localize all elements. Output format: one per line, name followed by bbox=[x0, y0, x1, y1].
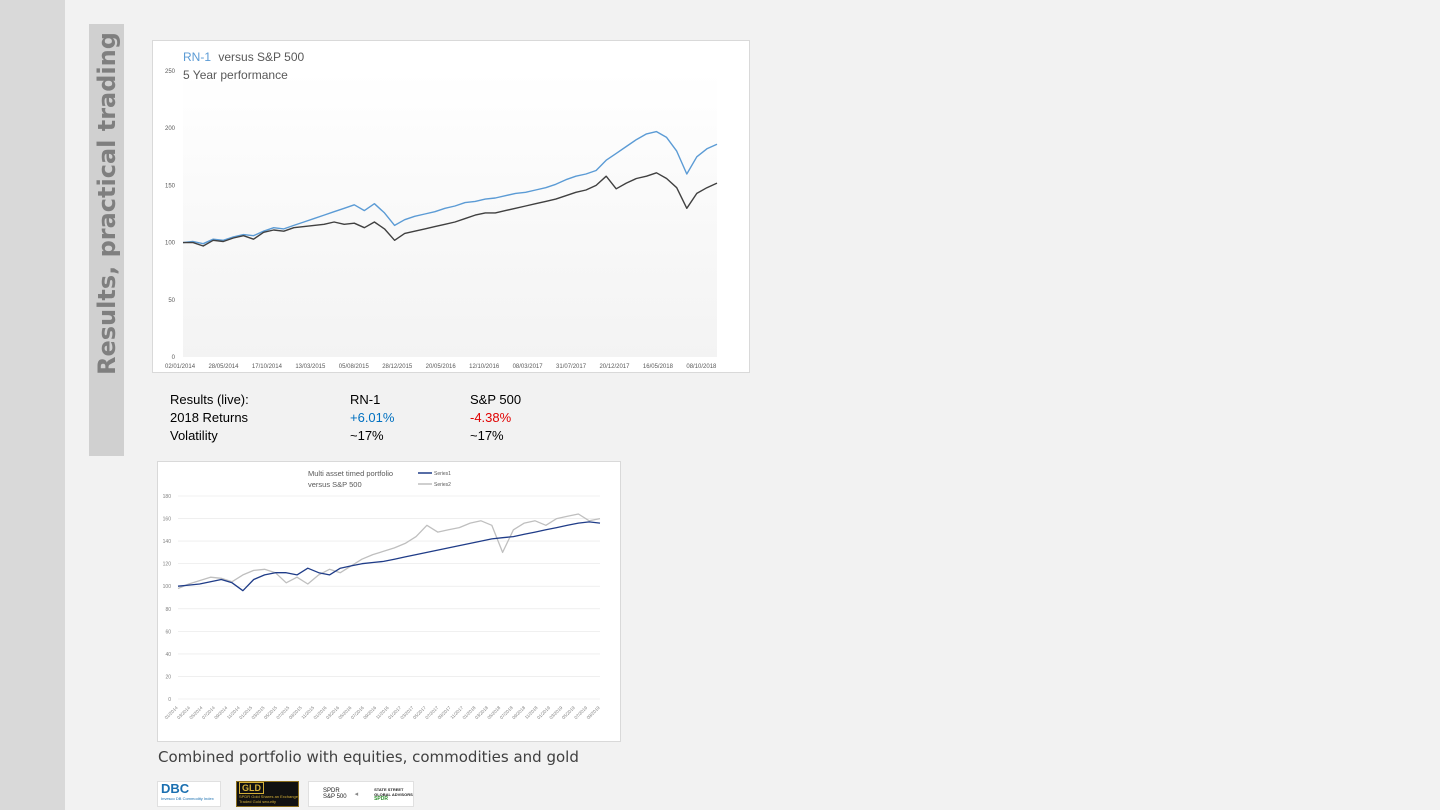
chart2-ytick-label: 160 bbox=[163, 517, 172, 523]
returns-rn1: +6.01% bbox=[350, 410, 395, 425]
chart2-ytick-label: 120 bbox=[163, 562, 172, 568]
chart1-title: RN-1 versus S&P 500 bbox=[183, 50, 305, 64]
chart1-subtitle: 5 Year performance bbox=[183, 68, 288, 82]
chart2-ytick-label: 20 bbox=[165, 674, 171, 680]
state-street-logo: STATE STREET GLOBAL ADVISORS SPDR bbox=[374, 787, 413, 802]
chart2-ytick-label: 40 bbox=[165, 652, 171, 658]
chart1-xtick-label: 12/10/2016 bbox=[469, 364, 500, 370]
chart1-xtick-label: 05/08/2015 bbox=[339, 364, 370, 370]
chart2-ytick-label: 0 bbox=[168, 697, 171, 703]
dbc-logo: DBC Invesco DB Commodity Index bbox=[157, 781, 221, 807]
chart-multi-asset: Multi asset timed portfolio versus S&P 5… bbox=[157, 461, 621, 742]
chart1-series-rn1-line bbox=[182, 130, 718, 245]
results-returns-row: 2018 Returns +6.01% -4.38% bbox=[170, 410, 590, 428]
chart-rn1-vs-sp500: RN-1 versus S&P 500 5 Year performance 0… bbox=[152, 40, 750, 373]
slide-title-container: Results, practical trading bbox=[89, 24, 124, 456]
chart2-ytick-label: 100 bbox=[163, 584, 172, 590]
spdr-logo: SPDR S&P 500 ◂ STATE STREET GLOBAL ADVIS… bbox=[308, 781, 414, 807]
volatility-sp500: ~17% bbox=[470, 428, 504, 443]
chart2-ytick-label: 180 bbox=[163, 494, 172, 500]
results-volatility-row: Volatility ~17% ~17% bbox=[170, 428, 590, 446]
chart2-series2-line bbox=[177, 513, 601, 590]
returns-label: 2018 Returns bbox=[170, 410, 249, 425]
state-street-spdr: SPDR bbox=[374, 795, 388, 802]
legend-label-series2: Series2 bbox=[434, 482, 451, 488]
returns-sp500: -4.38% bbox=[470, 410, 512, 425]
chart2-title-line1: Multi asset timed portfolio bbox=[308, 469, 393, 478]
chart1-xtick-label: 08/03/2017 bbox=[513, 364, 544, 370]
chart1-ytick-label: 250 bbox=[165, 69, 176, 75]
chart1-ytick-label: 150 bbox=[165, 183, 176, 189]
chart1-ytick-label: 100 bbox=[165, 241, 176, 247]
chart2-ytick-label: 60 bbox=[165, 629, 171, 635]
volatility-rn1: ~17% bbox=[350, 428, 384, 443]
left-strip bbox=[0, 0, 65, 810]
chart1-xtick-label: 20/12/2017 bbox=[599, 364, 630, 370]
gld-logo-text: GLD bbox=[239, 782, 264, 794]
spdr-arrow-icon: ◂ bbox=[354, 791, 359, 798]
chart1-xtick-label: 28/05/2014 bbox=[208, 364, 239, 370]
chart1-xtick-label: 31/07/2017 bbox=[556, 364, 587, 370]
dbc-logo-text: DBC bbox=[161, 781, 190, 796]
legend-label-series1: Series1 bbox=[434, 471, 451, 477]
chart1-xtick-label: 02/01/2014 bbox=[165, 364, 196, 370]
spdr-logo-text: SPDR S&P 500 bbox=[323, 788, 347, 800]
chart-multi-asset-svg: Multi asset timed portfolio versus S&P 5… bbox=[163, 469, 601, 720]
chart2-series1-line bbox=[177, 521, 601, 592]
chart1-title-part2: versus S&P 500 bbox=[218, 50, 304, 64]
results-header-rn1: RN-1 bbox=[350, 392, 381, 407]
dbc-logo-sub: Invesco DB Commodity Index bbox=[161, 796, 214, 801]
chart1-xtick-label: 20/05/2016 bbox=[426, 364, 457, 370]
gld-logo: GLD SPDR Gold Shares an Exchange Traded … bbox=[236, 781, 299, 807]
plot-area bbox=[183, 71, 717, 357]
results-header-label: Results (live): bbox=[170, 392, 249, 407]
chart1-ytick-label: 200 bbox=[165, 126, 176, 132]
results-table: Results (live): RN-1 S&P 500 2018 Return… bbox=[170, 392, 590, 446]
chart1-title-part1: RN-1 bbox=[183, 50, 211, 64]
results-header-sp500: S&P 500 bbox=[470, 392, 522, 407]
title-bar bbox=[89, 24, 124, 456]
gld-logo-sub: SPDR Gold Shares an Exchange Traded Gold… bbox=[239, 794, 298, 804]
chart1-xtick-label: 08/10/2018 bbox=[686, 364, 717, 370]
state-street-text: STATE STREET GLOBAL ADVISORS bbox=[374, 786, 413, 797]
slide-title: Results, practical trading bbox=[92, 32, 121, 375]
chart1-ytick-label: 50 bbox=[168, 298, 175, 304]
chart2-title-line2: versus S&P 500 bbox=[308, 480, 362, 489]
chart2-ytick-label: 80 bbox=[165, 607, 171, 613]
chart-rn1-vs-sp500-svg: RN-1 versus S&P 500 5 Year performance 0… bbox=[165, 50, 718, 370]
chart1-series-sp500-line bbox=[183, 172, 718, 247]
volatility-label: Volatility bbox=[170, 428, 218, 443]
chart1-xtick-label: 13/03/2015 bbox=[295, 364, 326, 370]
chart2-xtick-label: 09/2019 bbox=[586, 705, 601, 720]
results-header-row: Results (live): RN-1 S&P 500 bbox=[170, 392, 590, 410]
chart1-ytick-label: 0 bbox=[172, 355, 176, 361]
chart1-xtick-label: 28/12/2015 bbox=[382, 364, 413, 370]
chart1-xtick-label: 17/10/2014 bbox=[252, 364, 283, 370]
chart1-xtick-label: 16/05/2018 bbox=[643, 364, 674, 370]
chart2-ytick-label: 140 bbox=[163, 539, 172, 545]
chart2-legend: Series1 Series2 bbox=[418, 471, 451, 488]
slide-caption: Combined portfolio with equities, commod… bbox=[158, 748, 579, 766]
